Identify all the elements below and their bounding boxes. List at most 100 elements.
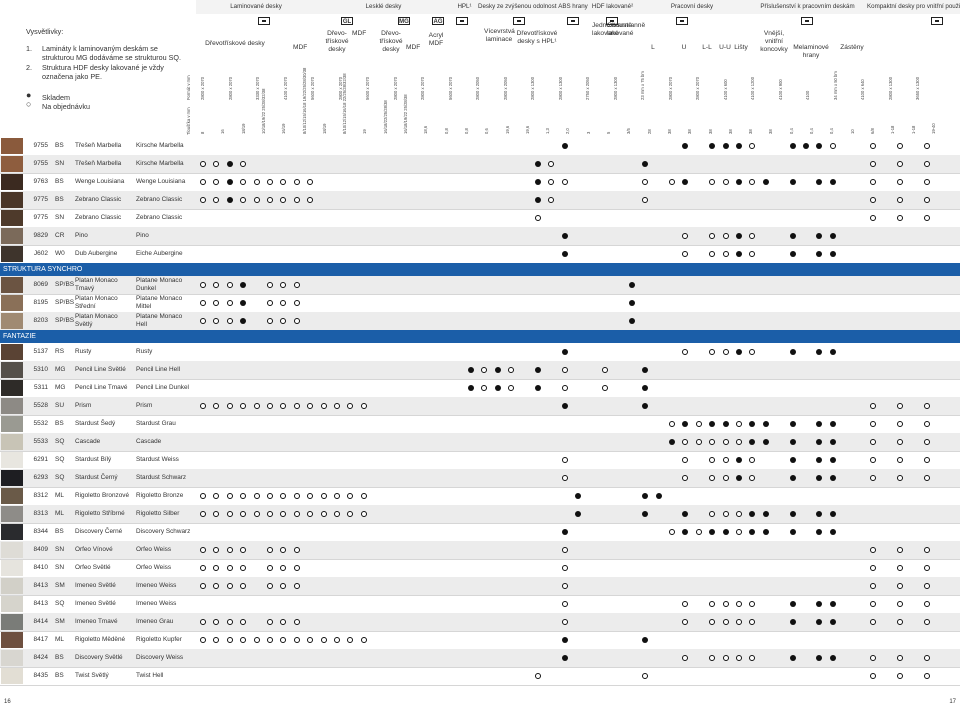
stock-dot-icon [789,251,796,257]
order-circle-icon [923,143,930,149]
name-line: Tmavý [75,285,95,292]
order-circle-icon [267,282,273,288]
table-row: 5311 MG Pencil Line Tmavé Pencil Line Dunke… [0,379,960,398]
order-circle-icon [709,619,716,625]
decor-code: 8413 [33,600,48,607]
decor-name-cz: Imeneo Tmavé [75,613,118,631]
stock-dot-icon [628,300,635,306]
order-circle-icon [226,403,233,409]
stock-dot-icon [494,385,501,391]
decor-name-cz: Discovery Černé [75,523,122,541]
stock-dot-icon [816,619,823,625]
order-circle-icon [280,300,287,306]
decor-name-de: Rigoletto Kupfer [136,631,182,649]
decor-swatch [1,210,23,226]
decor-swatch [1,470,23,486]
order-circle-icon [923,215,930,221]
stock-dot-icon [816,529,823,535]
format-value: 5600 x 2070 [365,76,370,100]
order-circle-icon [307,179,314,185]
name-line: Wenge Louisiana [136,178,186,185]
column-subheader: Lišty [734,44,748,51]
stock-dot-icon [682,179,689,185]
order-circle-icon [253,403,260,409]
decor-swatch [1,228,23,244]
decor-code: 8312 [33,492,48,499]
order-circle-icon [293,583,300,589]
decor-name-de: Stardust Grau [136,415,176,433]
thickness-value: 18/19 [240,123,246,134]
format-value: 2750 x 2050 [585,76,590,100]
order-circle-icon [722,179,729,185]
order-circle-icon [561,179,568,185]
page-number-left: 16 [4,699,11,705]
stock-dot-icon [682,529,689,535]
table-row: 9755 BS Třešeň Marbella Kirsche Marbella [0,137,960,156]
decor-code: 9755 [33,160,48,167]
name-line: Imeneo Weiss [136,582,177,589]
thickness-value: 8/10/12/15/16/18 19/22/25/28/30/38 [301,67,307,134]
finish-code: SQ [55,456,65,463]
order-circle-icon [736,421,742,427]
finish-code: SM [55,618,65,625]
order-circle-icon [280,197,287,203]
name-line: Pencil Line Světlé [75,366,126,373]
order-circle-icon [722,457,729,463]
order-circle-icon [280,637,287,643]
order-circle-icon [896,197,903,203]
name-line: Platane Monaco [136,295,183,302]
thickness-value: 0,4 [788,128,794,134]
name-line: Střední [75,303,96,310]
stock-dot-icon [762,421,769,427]
decor-name-cz: Zebrano Classic [75,209,121,227]
decor-swatch [1,578,23,594]
decor-code: 5533 [33,438,48,445]
stock-dot-icon [736,233,742,239]
order-circle-icon [200,161,206,167]
decor-name-de: Pencil Line Dunkel [136,379,189,397]
table-row: 6291 SQ Stardust Bílý Stardust Weiss [0,451,960,470]
decor-name-cz: Imeneo Světlé [75,595,116,613]
decor-name-cz: Pencil Line Tmavé [75,379,127,397]
name-line: Orfeo Vínové [75,546,113,553]
table-row: 8414 SM Imeneo Tmavé Imeneo Grau [0,613,960,632]
decor-name-de: Kirsche Marbella [136,155,184,173]
board-type-icon [676,17,688,25]
name-line: Pino [75,232,88,239]
order-circle-icon [200,403,206,409]
stock-dot-icon [816,511,823,517]
name-line: Eiche Aubergine [136,250,183,257]
format-value: 2800 x 2050 [475,76,480,100]
stock-dot-icon [789,457,796,463]
stock-dot-icon [789,143,796,149]
order-circle-icon [896,143,903,149]
order-circle-icon [870,583,876,589]
order-circle-icon [267,403,273,409]
thickness-value: 38 [666,129,672,134]
order-circle-icon [896,583,903,589]
stock-dot-icon [789,655,796,661]
decor-swatch [1,668,23,684]
format-value: 2800 x 1300 [530,76,535,100]
board-type-icon [606,17,618,25]
order-circle-icon [280,403,287,409]
order-circle-icon [213,300,220,306]
decor-name-cz: Zebrano Classic [75,191,121,209]
stock-dot-icon [226,197,233,203]
decor-name-de: Zebrano Classic [136,191,182,209]
column-group-header: Kompaktní desky pro vnitřní použití [867,0,960,14]
decor-name-de: Prism [136,397,152,415]
decor-name-de: Platane Monaco Dunkel [136,277,182,293]
order-circle-icon [870,547,876,553]
order-circle-icon [870,565,876,571]
decor-name-de: Rigoletto Silber [136,505,179,523]
order-circle-icon [240,493,247,499]
order-circle-icon [213,179,220,185]
decor-name-cz: Platan Monaco Tmavý [75,277,118,293]
table-row: 8410 SN Orfeo Světlé Orfeo Weiss [0,559,960,578]
stock-dot-icon [749,439,756,445]
stock-dot-icon [628,318,635,324]
stock-dot-icon [829,179,836,185]
stock-dot-icon [803,143,809,149]
